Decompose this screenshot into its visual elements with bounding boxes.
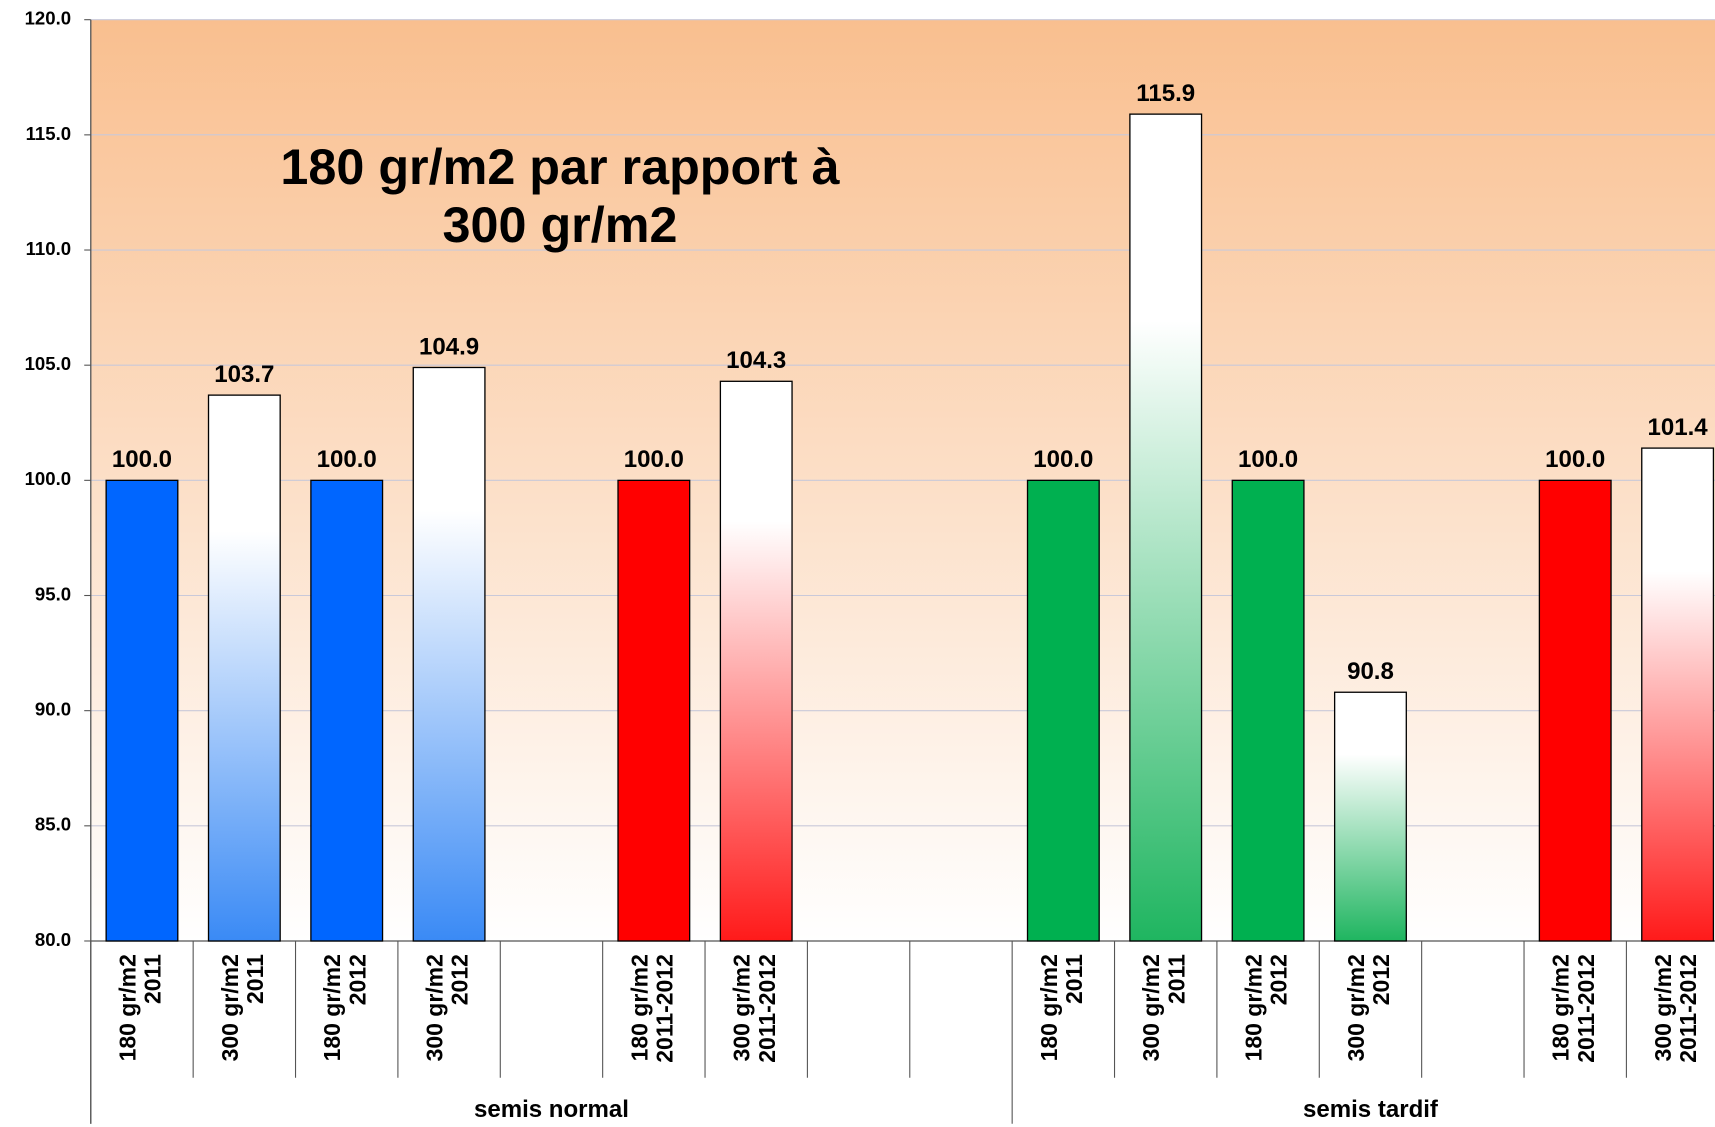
x-tick-label: 2011-2012: [754, 954, 780, 1063]
value-label: 100.0: [1545, 446, 1605, 473]
bar: [412, 366, 486, 942]
x-tick-label: 2011-2012: [651, 954, 677, 1063]
chart-title: 300 gr/m2: [443, 196, 678, 253]
value-label: 101.4: [1648, 414, 1709, 441]
x-tick-label: 300 gr/m2: [1343, 954, 1369, 1061]
x-tick-label: 2011: [1163, 954, 1189, 1004]
x-tick-label: 180 gr/m2: [319, 954, 345, 1061]
y-tick-label: 100.0: [25, 468, 71, 489]
bar: [310, 479, 384, 942]
y-tick-label: 115.0: [26, 123, 71, 144]
x-tick-label: 2011-2012: [1675, 954, 1701, 1063]
x-tick-label: 2012: [1368, 954, 1394, 1005]
bar: [207, 394, 281, 942]
group-label: semis tardif: [1303, 1096, 1439, 1123]
value-label: 90.8: [1347, 658, 1394, 685]
x-tick-label: 2011-2012: [1573, 954, 1599, 1063]
value-label: 100.0: [1033, 446, 1093, 473]
x-tick-label: 300 gr/m2: [729, 954, 755, 1061]
value-label: 100.0: [1238, 446, 1298, 473]
x-tick-label: 2012: [1266, 954, 1292, 1005]
x-tick-label: 180 gr/m2: [1036, 954, 1062, 1061]
y-tick-label: 85.0: [35, 814, 71, 835]
value-label: 100.0: [624, 446, 684, 473]
x-tick-label: 300 gr/m2: [422, 954, 448, 1061]
bar: [105, 479, 179, 942]
value-label: 104.3: [726, 347, 786, 374]
x-tick-label: 2011: [242, 954, 268, 1004]
value-label: 100.0: [317, 446, 377, 473]
value-label: 104.9: [419, 333, 479, 360]
bar: [617, 479, 691, 942]
bar: [1333, 691, 1407, 942]
x-tick-label: 180 gr/m2: [626, 954, 652, 1061]
x-tick-label: 180 gr/m2: [1548, 954, 1574, 1061]
group-label: semis normal: [474, 1096, 629, 1123]
y-tick-label: 90.0: [35, 699, 71, 720]
bar: [1641, 447, 1715, 942]
chart-title: 180 gr/m2 par rapport à: [280, 138, 840, 195]
x-tick-label: 2011: [1061, 954, 1087, 1004]
value-label: 103.7: [214, 361, 274, 388]
bar: [1538, 479, 1612, 942]
x-tick-label: 180 gr/m2: [1241, 954, 1267, 1061]
y-tick-label: 120.0: [25, 8, 71, 29]
bar: [719, 380, 793, 942]
x-tick-label: 300 gr/m2: [1650, 954, 1676, 1061]
value-label: 100.0: [112, 446, 172, 473]
y-tick-label: 105.0: [25, 353, 71, 374]
y-tick-label: 110.0: [26, 238, 71, 259]
y-tick-label: 95.0: [35, 583, 71, 604]
x-tick-label: 180 gr/m2: [114, 954, 140, 1061]
x-tick-label: 2012: [447, 954, 473, 1005]
bar: [1026, 479, 1100, 942]
x-tick-label: 300 gr/m2: [217, 954, 243, 1061]
x-tick-label: 2011: [140, 954, 166, 1004]
x-tick-label: 2012: [344, 954, 370, 1005]
bar: [1129, 113, 1203, 942]
x-tick-label: 300 gr/m2: [1138, 954, 1164, 1061]
y-tick-label: 80.0: [35, 929, 71, 950]
value-label: 115.9: [1136, 80, 1195, 107]
bar: [1231, 479, 1305, 942]
